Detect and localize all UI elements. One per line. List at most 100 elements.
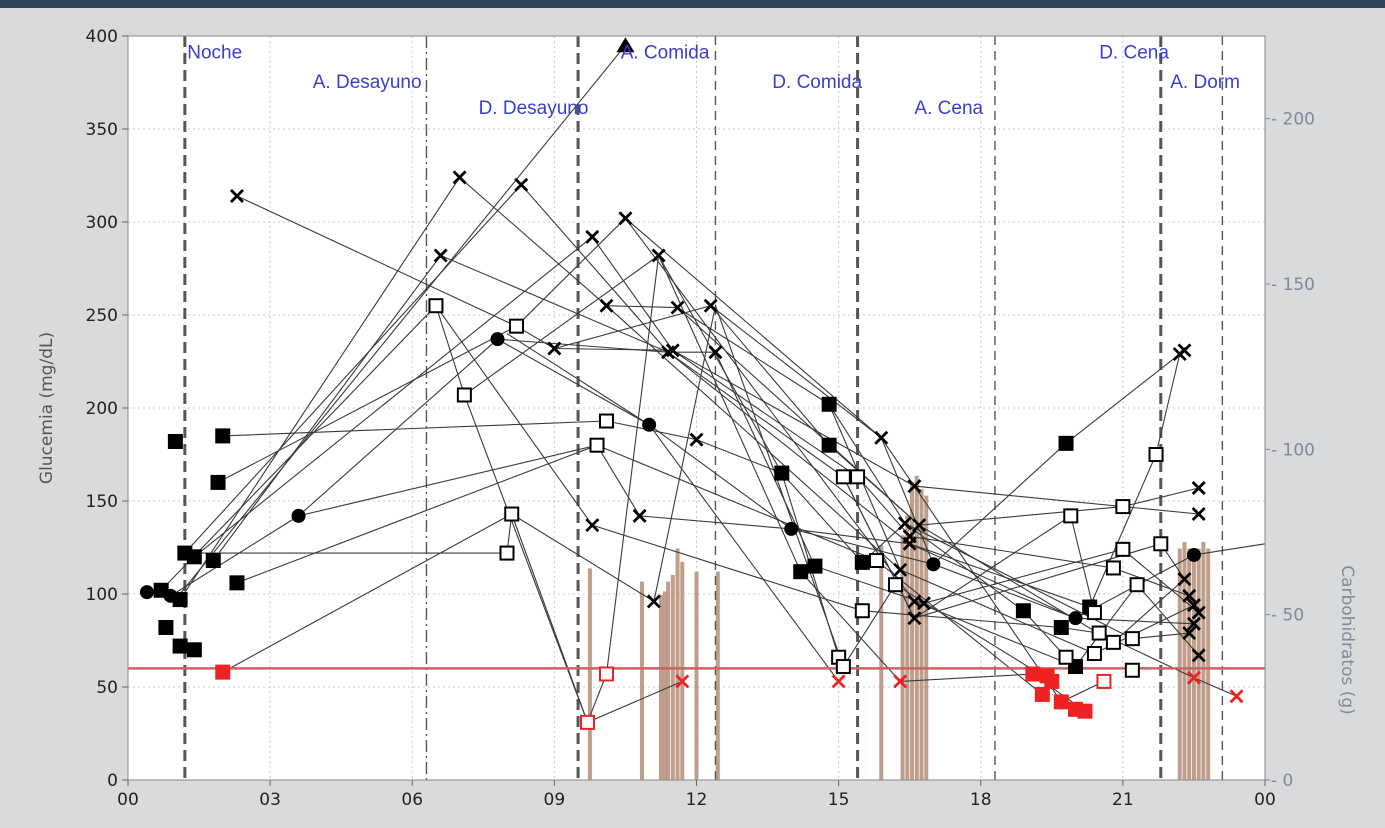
point-x [916, 596, 931, 611]
point-open-square [1105, 560, 1121, 576]
carb-bar [919, 489, 924, 780]
point-low-x [1186, 670, 1201, 685]
point-x [665, 343, 680, 358]
point-circle [490, 332, 505, 347]
point-square [229, 575, 245, 591]
point-x [874, 430, 889, 445]
carb-bar [1182, 541, 1187, 780]
connection-line [606, 305, 1195, 655]
connection-line [842, 476, 1185, 619]
point-circle [1068, 611, 1083, 626]
connection-line [174, 44, 626, 600]
carb-bar [666, 581, 671, 780]
connection-line [828, 404, 1190, 640]
point-x [1191, 507, 1206, 522]
point-x [1191, 480, 1206, 495]
y2-tick-label: - 200 [1271, 110, 1315, 130]
point-square [210, 474, 226, 490]
point-x [433, 248, 448, 263]
carb-bar [924, 495, 929, 780]
point-x [585, 229, 600, 244]
point-x [1182, 588, 1197, 603]
carb-bar [914, 475, 919, 780]
period-label: D. Desayuno [479, 98, 589, 119]
y-tick-label: 400 [86, 27, 118, 47]
period-boundaries [183, 36, 1224, 780]
point-circle [784, 521, 799, 536]
point-x [912, 518, 927, 533]
point-low-open-square [1096, 673, 1112, 689]
point-square [821, 396, 837, 412]
carb-bar [1187, 548, 1192, 780]
y-tick-label: 250 [86, 306, 118, 326]
period-label: D. Cena [1099, 42, 1169, 63]
x-tick-label: 03 [259, 790, 281, 810]
carb-bar [879, 545, 884, 780]
x-tick-label: 18 [970, 790, 992, 810]
point-x [1177, 343, 1192, 358]
point-open-square [598, 413, 614, 429]
point-square [854, 554, 870, 570]
y-tick-label: 150 [86, 492, 118, 512]
y2-axis-title: Carbohidratos (g) [1337, 565, 1357, 715]
point-x [618, 211, 633, 226]
point-x [897, 516, 912, 531]
point-square [1058, 435, 1074, 451]
point-low-open-square [598, 666, 614, 682]
point-square [186, 549, 202, 565]
point-square [172, 638, 188, 654]
y-tick-label: 100 [86, 585, 118, 605]
point-x [599, 298, 614, 313]
point-low-square [1053, 694, 1069, 710]
point-open-square [1148, 447, 1164, 462]
point-x [1186, 616, 1201, 631]
point-open-square [589, 437, 605, 453]
carb-bar [658, 594, 663, 780]
window-title-bar [0, 0, 1385, 8]
y-tick-label: 300 [86, 213, 118, 233]
point-open-square [508, 318, 524, 334]
carb-bar [670, 574, 675, 780]
point-circle [926, 557, 941, 572]
y-axis-title: Glucemia (mg/dL) [37, 332, 57, 484]
period-label: Noche [187, 42, 242, 63]
point-circle [291, 508, 306, 523]
point-square [158, 619, 174, 635]
point-square [1053, 619, 1069, 635]
point-x [689, 432, 704, 447]
point-x [1191, 605, 1206, 620]
x-tick-label: 00 [117, 790, 139, 810]
carb-bar [587, 568, 592, 780]
point-x [708, 345, 723, 360]
point-square [167, 433, 183, 449]
carb-bar [1196, 548, 1201, 780]
point-low-square [1034, 686, 1050, 702]
point-x [585, 518, 600, 533]
point-x [703, 298, 718, 313]
period-label: A. Desayuno [313, 72, 422, 93]
point-low-square [1044, 673, 1060, 689]
y-tick-label: 350 [86, 120, 118, 140]
point-square [186, 642, 202, 658]
point-open-square [1124, 631, 1140, 647]
point-open-square [456, 387, 472, 403]
connection-line [212, 254, 1200, 614]
point-x [1177, 572, 1192, 587]
point-x [632, 508, 647, 523]
y2-tick-label: - 100 [1271, 440, 1315, 460]
carb-bar [1206, 548, 1211, 780]
point-x [670, 300, 685, 315]
point-open-square [428, 298, 444, 314]
carb-bar [694, 571, 699, 780]
point-x [907, 479, 922, 494]
point-open-square [887, 577, 903, 593]
point-square [821, 437, 837, 453]
carb-bar [910, 482, 915, 780]
y-tick-label: 200 [86, 399, 118, 419]
carb-bar [662, 591, 667, 780]
point-open-square [1105, 634, 1121, 650]
point-open-square [850, 469, 866, 485]
point-circle [139, 585, 154, 600]
point-square [215, 428, 231, 444]
